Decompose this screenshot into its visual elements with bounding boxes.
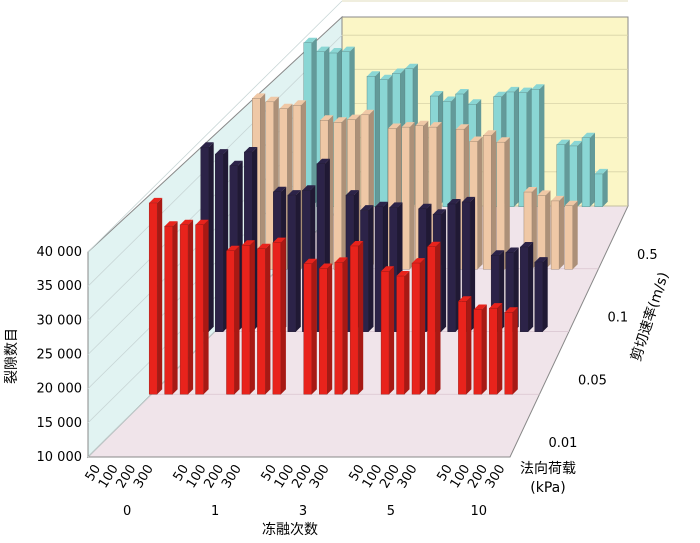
z-axis-title: 剪切速率(m/s)	[627, 270, 672, 363]
bar	[482, 130, 497, 270]
bar	[396, 271, 410, 395]
bar	[195, 219, 209, 395]
shear-rate-tick-label: 0.1	[608, 311, 629, 326]
bar	[458, 296, 472, 395]
bar	[427, 241, 441, 395]
load-tick-label: 300	[307, 462, 333, 491]
bar	[550, 195, 565, 270]
grid-line-left	[87, 0, 343, 253]
x-axis-title: 冻融次数	[262, 521, 318, 538]
bar	[287, 190, 301, 332]
load-tick-label: 300	[395, 462, 421, 491]
bar	[349, 241, 364, 395]
cycle-tick-label: 0	[123, 504, 131, 519]
bar	[569, 140, 583, 207]
bar	[226, 245, 240, 395]
load-tick-label: 50	[259, 462, 280, 484]
bar	[581, 132, 595, 207]
load-tick-label: 300	[483, 462, 509, 491]
bar	[333, 117, 347, 270]
shear-rate-tick-label: 0.05	[578, 373, 607, 388]
load-tick-label: 300	[131, 462, 157, 491]
load-tick-label: 50	[83, 462, 104, 484]
bar	[564, 200, 578, 270]
load-tick-label: 50	[434, 462, 455, 484]
bar	[257, 243, 271, 395]
bar	[442, 96, 456, 207]
bar	[537, 190, 551, 270]
y-tick-label: 40 000	[37, 245, 83, 260]
bar	[303, 258, 317, 395]
y-tick-label: 15 000	[37, 416, 83, 431]
load-tick-label: 50	[171, 462, 192, 484]
bar	[411, 258, 425, 395]
bar	[473, 304, 487, 395]
bar	[272, 237, 286, 395]
y-axis-title: 裂隙数目	[4, 328, 20, 384]
bar	[319, 263, 333, 395]
bar	[489, 303, 503, 395]
bar	[148, 197, 163, 395]
bar	[215, 149, 229, 332]
bar	[179, 219, 194, 395]
cycle-tick-label: 1	[211, 504, 219, 519]
bar	[534, 257, 548, 332]
bar	[520, 242, 534, 332]
y-tick-label: 20 000	[37, 382, 83, 397]
cycle-tick-label: 10	[471, 504, 488, 519]
load-axis-unit: (kPa)	[530, 480, 565, 496]
shear-rate-tick-label: 0.5	[637, 248, 658, 263]
bar	[531, 84, 545, 207]
bar	[334, 257, 348, 395]
cycle-tick-label: 3	[299, 504, 307, 519]
bar	[496, 137, 510, 270]
cycle-tick-label: 5	[387, 504, 395, 519]
bar	[241, 240, 255, 395]
grid-line-left	[87, 34, 343, 287]
shear-rate-tick-label: 0.01	[549, 436, 578, 451]
y-tick-label: 25 000	[37, 348, 83, 363]
bar	[504, 307, 518, 395]
load-axis-title: 法向荷载	[520, 461, 576, 477]
bar-group	[148, 37, 608, 395]
bar	[447, 199, 461, 332]
y-tick-label: 10 000	[37, 450, 83, 465]
bar	[401, 122, 415, 270]
load-tick-label: 50	[346, 462, 367, 484]
load-tick-label: 300	[219, 462, 245, 491]
y-tick-label: 35 000	[37, 279, 83, 294]
bar	[380, 266, 395, 395]
bar	[360, 205, 374, 332]
bar	[518, 87, 532, 207]
bar	[164, 221, 178, 395]
y-tick-label: 30 000	[37, 313, 83, 328]
bar	[594, 168, 608, 207]
